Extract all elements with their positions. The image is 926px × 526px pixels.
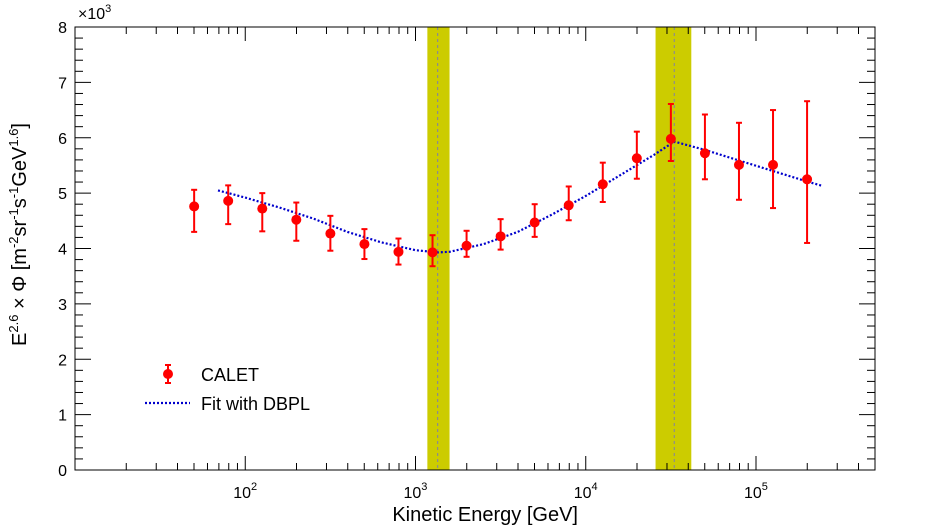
x-tick-exponent: 3	[421, 481, 427, 493]
y-tick-label: 3	[58, 297, 67, 314]
band-0	[427, 27, 450, 470]
data-point-calet	[802, 100, 813, 244]
axis-ticks	[74, 26, 876, 471]
marker	[291, 214, 302, 225]
marker	[733, 159, 744, 170]
x-tick-exponent: 5	[762, 481, 768, 493]
marker	[597, 179, 608, 190]
y-axis-label: E2.6 × Φ [m-2sr-1s-1GeV1.6]	[6, 123, 31, 346]
y-tick-label: 7	[58, 75, 67, 92]
x-tick-label: 104	[574, 481, 598, 502]
marker	[461, 240, 472, 251]
marker	[802, 174, 813, 185]
marker	[189, 201, 200, 212]
data-point-calet	[529, 203, 540, 238]
data-point-calet	[325, 214, 336, 252]
data-point-calet	[189, 188, 200, 233]
fit-layer	[217, 140, 823, 254]
marker	[768, 159, 779, 170]
y-tick-label: 8	[58, 20, 67, 37]
y-tick-label: 5	[58, 186, 67, 203]
data-point-calet	[427, 234, 438, 268]
x-tick-exponent: 4	[592, 481, 598, 493]
fit-curve	[217, 140, 823, 254]
data-point-calet	[597, 161, 608, 203]
x-tick-base: 10	[233, 485, 251, 502]
x-tick-base: 10	[574, 485, 592, 502]
legend-item-fit: Fit with DBPL	[145, 394, 310, 414]
plot-frame	[74, 26, 876, 471]
y-tick-label: 2	[58, 352, 67, 369]
data-point-calet	[461, 229, 472, 258]
marker	[529, 217, 540, 228]
x-tick-label: 102	[233, 481, 257, 502]
x-tick-exponent: 2	[251, 481, 257, 493]
y-axis-multiplier: ×103	[78, 3, 111, 23]
x-axis-label: Kinetic Energy [GeV]	[392, 504, 578, 526]
marker	[325, 228, 336, 239]
y-tick-labels: 0 1 2 3 4 5 6 7 8	[58, 20, 67, 480]
band-1	[655, 27, 692, 470]
marker	[427, 247, 438, 258]
legend-marker-point	[163, 369, 173, 379]
data-point-calet	[359, 228, 370, 261]
x-tick-label: 103	[404, 481, 428, 502]
data-point-calet	[699, 113, 710, 181]
data-point-calet	[223, 184, 234, 226]
marker	[665, 133, 676, 144]
y-tick-label: 6	[58, 131, 67, 148]
x-tick-base: 10	[404, 485, 422, 502]
legend-label-fit: Fit with DBPL	[201, 394, 310, 414]
data-point-calet	[291, 201, 302, 242]
marker	[699, 148, 710, 159]
y-tick-label: 0	[58, 463, 67, 480]
data-point-calet	[768, 109, 779, 210]
data-point-calet	[563, 185, 574, 222]
legend-label-calet: CALET	[201, 365, 259, 385]
marker	[223, 195, 234, 206]
marker	[495, 231, 506, 242]
x-tick-base: 10	[744, 485, 762, 502]
y-tick-label: 4	[58, 242, 67, 259]
data-point-calet	[733, 121, 744, 201]
band-layer	[427, 27, 692, 470]
x-tick-label: 105	[744, 481, 768, 502]
legend: CALET Fit with DBPL	[145, 364, 310, 414]
x-tick-labels: 102 103 104 105	[233, 481, 768, 502]
data-point-calet	[631, 130, 642, 180]
marker	[393, 246, 404, 257]
data-point-calet	[495, 218, 506, 251]
legend-item-calet: CALET	[163, 364, 259, 385]
marker	[563, 200, 574, 211]
data-point-calet	[393, 237, 404, 266]
data-layer	[189, 100, 813, 268]
data-point-calet	[665, 102, 676, 163]
data-point-calet	[257, 192, 268, 233]
marker	[257, 203, 268, 214]
marker	[631, 153, 642, 164]
marker	[359, 239, 370, 250]
y-tick-label: 1	[58, 408, 67, 425]
